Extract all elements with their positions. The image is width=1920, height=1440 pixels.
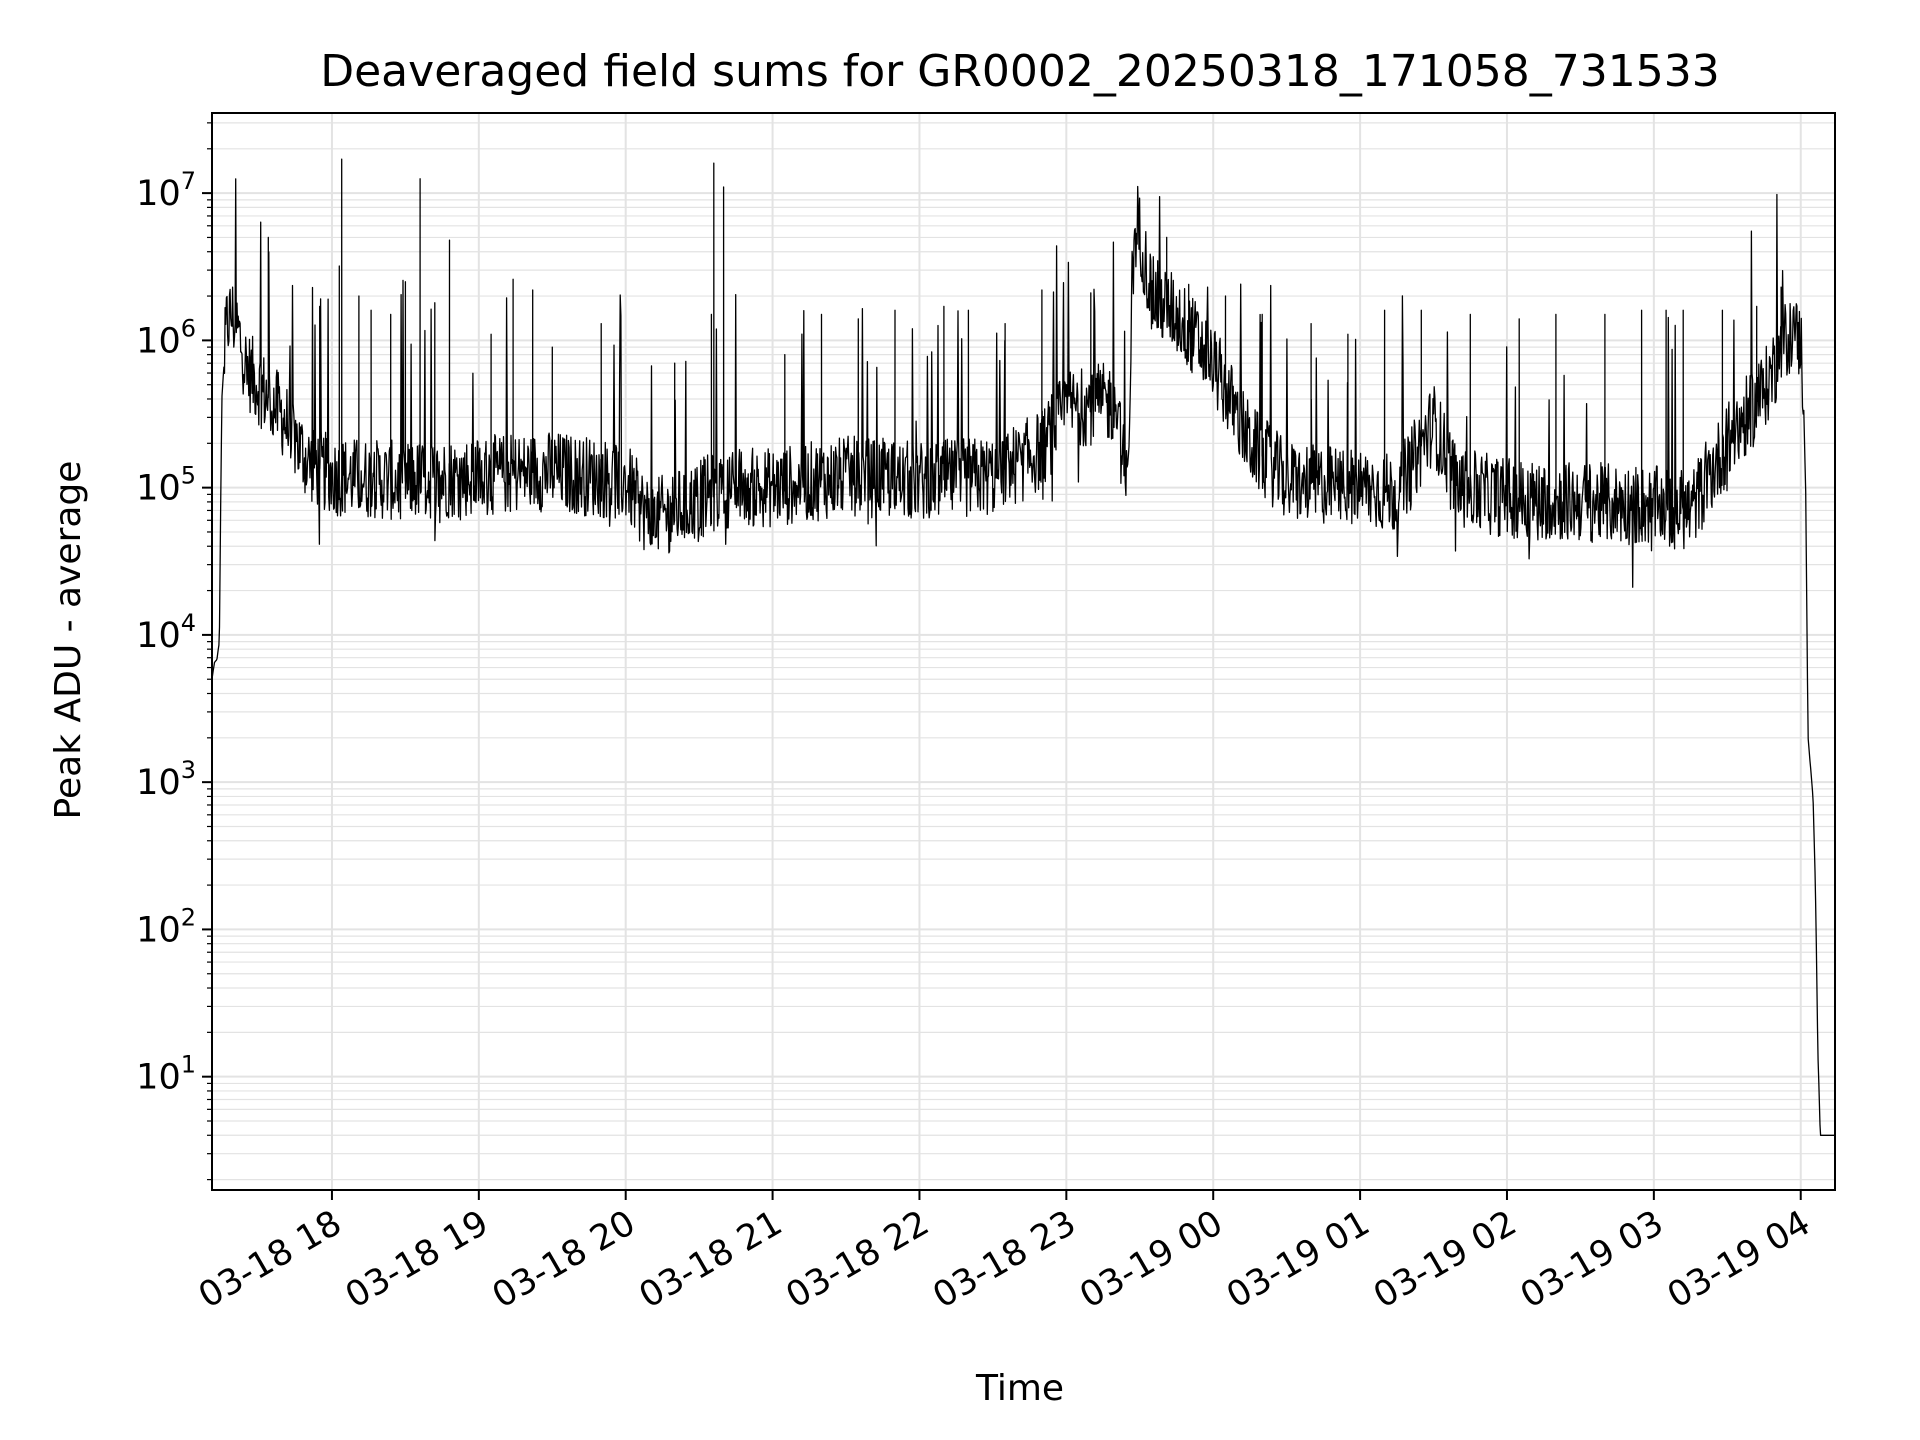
y-tick-label-base: 10: [136, 763, 181, 803]
y-tick-label: 103: [136, 756, 196, 803]
y-tick-label-exponent: 1: [181, 1051, 196, 1079]
y-tick-label-base: 10: [136, 174, 181, 214]
series-line: [211, 158, 1836, 1136]
y-tick-label: 101: [136, 1051, 196, 1098]
y-tick-label: 105: [136, 462, 196, 509]
y-tick-label-exponent: 4: [181, 609, 196, 637]
y-tick-label-base: 10: [136, 910, 181, 950]
y-tick-label: 107: [136, 167, 196, 214]
y-tick-label-exponent: 7: [181, 167, 196, 195]
y-tick-label: 104: [136, 609, 196, 656]
x-axis-label: Time: [975, 1368, 1064, 1409]
y-tick-label-base: 10: [136, 1058, 181, 1098]
data-layer: [211, 158, 1836, 1136]
y-tick-label-base: 10: [136, 321, 181, 361]
y-tick-label-exponent: 6: [181, 314, 196, 342]
y-tick-label: 106: [136, 314, 196, 361]
y-tick-label-exponent: 3: [181, 756, 196, 784]
chart-title: Deaveraged field sums for GR0002_2025031…: [320, 46, 1720, 97]
y-tick-label-exponent: 2: [181, 903, 196, 931]
y-tick-label-base: 10: [136, 469, 181, 509]
y-tick-label: 102: [136, 903, 196, 950]
y-axis-label: Peak ADU - average: [48, 461, 89, 820]
plot-frame: [211, 112, 1836, 1191]
y-tick-label-base: 10: [136, 616, 181, 656]
y-tick-label-exponent: 5: [181, 462, 196, 490]
